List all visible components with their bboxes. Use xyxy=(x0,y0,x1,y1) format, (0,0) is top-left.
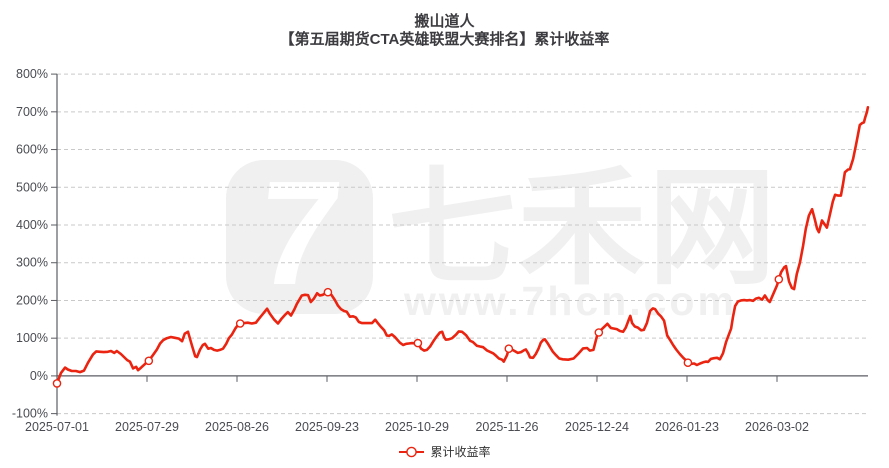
page-title-line1: 搬山道人 xyxy=(414,13,475,30)
data-point-marker[interactable] xyxy=(504,344,514,354)
data-point-marker[interactable] xyxy=(413,338,423,348)
x-axis-label: 2025-11-26 xyxy=(475,420,538,434)
data-point-marker[interactable] xyxy=(774,274,784,284)
y-axis-label: 800% xyxy=(16,67,48,81)
legend: 累计收益率 xyxy=(0,443,889,460)
x-axis-label: 2025-07-29 xyxy=(115,420,179,434)
data-point-marker[interactable] xyxy=(144,356,154,366)
brand-logo: 7 xyxy=(226,151,373,316)
data-point-marker[interactable] xyxy=(683,358,693,368)
y-axis-label: 500% xyxy=(16,180,48,194)
y-axis-label: 200% xyxy=(16,293,48,307)
x-axis-label: 2025-07-01 xyxy=(25,420,89,434)
y-axis-label: 300% xyxy=(16,256,48,270)
data-point-marker[interactable] xyxy=(52,379,62,388)
y-axis-label: 100% xyxy=(16,331,48,345)
data-point-marker[interactable] xyxy=(594,328,604,337)
data-point-marker[interactable] xyxy=(323,287,333,297)
legend-marker-icon xyxy=(399,446,425,457)
y-axis-label: -100% xyxy=(12,407,48,421)
cumulative-return-line[interactable] xyxy=(55,106,870,385)
x-axis-label: 2026-03-02 xyxy=(745,420,809,434)
legend-item-label: 累计收益率 xyxy=(430,445,491,459)
x-axis-label: 2025-08-26 xyxy=(205,420,269,434)
y-axis-label: 0% xyxy=(30,369,48,383)
watermark-brand-text: 七禾网 xyxy=(388,157,779,300)
x-axis-label: 2025-10-29 xyxy=(385,420,449,434)
y-axis-label: 400% xyxy=(16,218,48,232)
x-axis-label: 2025-12-24 xyxy=(565,420,629,434)
title-block: 搬山道人 【第五届期货CTA英雄联盟大赛排名】累计收益率 xyxy=(0,13,889,49)
x-axis-label: 2025-09-23 xyxy=(295,420,359,434)
data-point-marker[interactable] xyxy=(235,319,245,328)
x-axis-label: 2026-01-23 xyxy=(655,420,719,434)
legend-item-cumulative-return[interactable]: 累计收益率 xyxy=(398,443,491,460)
y-axis-label: 700% xyxy=(16,105,48,119)
y-axis-label: 600% xyxy=(16,143,48,157)
page-title-line2: 【第五届期货CTA英雄联盟大赛排名】累计收益率 xyxy=(279,31,610,48)
watermark-url-text: www.7hcn.com xyxy=(404,278,737,324)
